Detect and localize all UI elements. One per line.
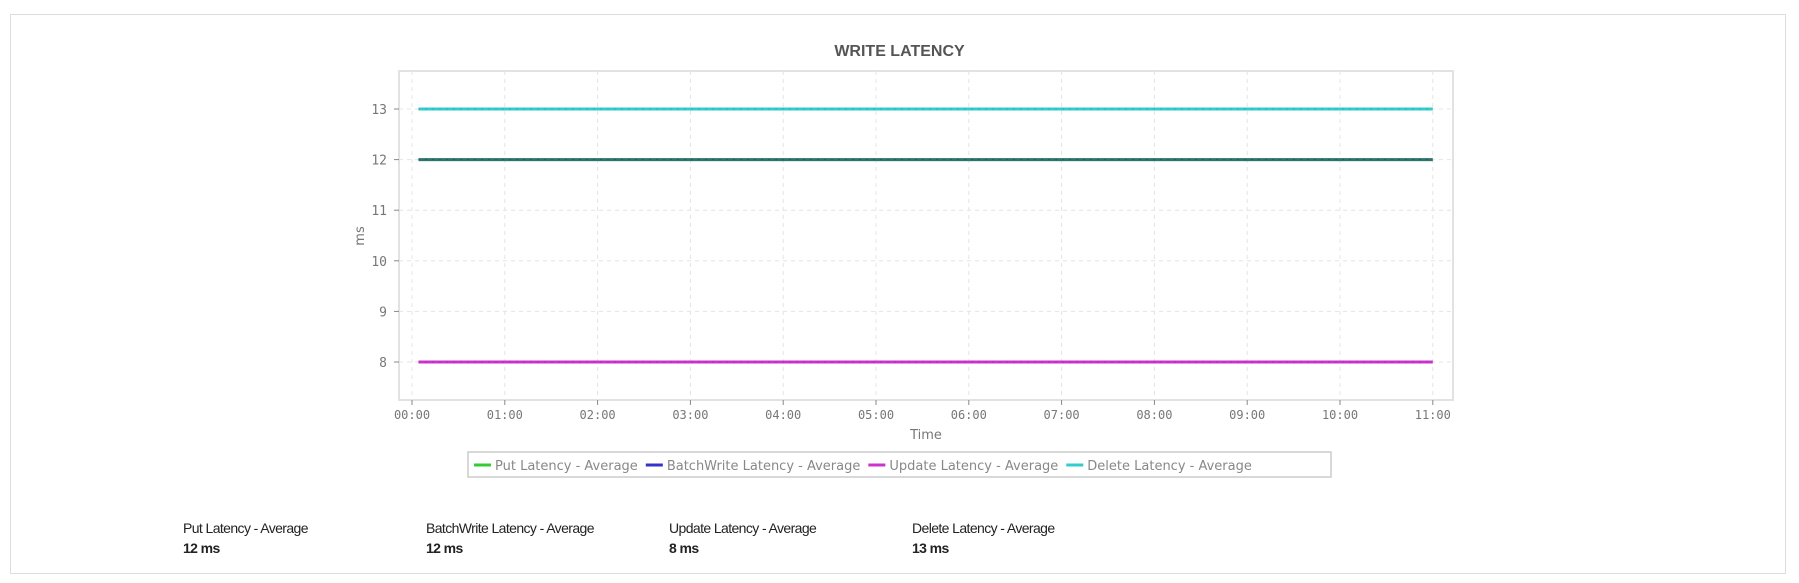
y-axis-label: ms	[353, 226, 368, 246]
summary-delete: Delete Latency - Average 13 ms	[912, 520, 1055, 556]
summary-label: BatchWrite Latency - Average	[426, 520, 595, 536]
legend-box	[467, 451, 1332, 478]
plot-area	[398, 70, 1454, 401]
x-tick-label: 06:00	[951, 408, 987, 422]
y-tick-label: 10	[371, 255, 387, 270]
x-tick-label: 08:00	[1136, 408, 1172, 422]
x-axis-label: Time	[909, 428, 942, 443]
x-tick-label: 09:00	[1229, 408, 1265, 422]
y-tick-label: 11	[371, 204, 387, 219]
summary-value: 12 ms	[183, 540, 220, 556]
legend-entry: BatchWrite Latency - Average	[667, 459, 861, 474]
summary-batchwrite: BatchWrite Latency - Average 12 ms	[426, 520, 595, 556]
x-tick-label: 02:00	[580, 408, 616, 422]
summary-value: 8 ms	[669, 540, 699, 556]
chart-title: WRITE LATENCY	[834, 43, 965, 60]
summary-label: Update Latency - Average	[669, 520, 817, 536]
y-tick-label: 12	[371, 154, 387, 169]
x-tick-label: 10:00	[1322, 408, 1358, 422]
x-tick-label: 04:00	[765, 408, 801, 422]
x-tick-label: 01:00	[487, 408, 523, 422]
x-tick-label: 03:00	[672, 408, 708, 422]
x-tick-label: 11:00	[1415, 408, 1451, 422]
summary-label: Put Latency - Average	[183, 520, 309, 536]
summary-label: Delete Latency - Average	[912, 520, 1055, 536]
legend-entry: Update Latency - Average	[889, 459, 1058, 474]
x-tick-label: 07:00	[1044, 408, 1080, 422]
y-tick-label: 8	[379, 356, 387, 371]
summary-value: 12 ms	[426, 540, 463, 556]
x-tick-label: 05:00	[858, 408, 894, 422]
summary-value: 13 ms	[912, 540, 949, 556]
x-tick-label: 00:00	[394, 408, 430, 422]
chart-panel	[10, 14, 1786, 574]
summary-put: Put Latency - Average 12 ms	[183, 520, 309, 556]
legend-entry: Put Latency - Average	[495, 459, 638, 474]
summary-update: Update Latency - Average 8 ms	[669, 520, 817, 556]
legend: Put Latency - Average BatchWrite Latency …	[467, 451, 1332, 478]
legend-entry: Delete Latency - Average	[1087, 459, 1252, 474]
y-tick-label: 13	[371, 103, 387, 118]
y-tick-label: 9	[379, 305, 387, 320]
